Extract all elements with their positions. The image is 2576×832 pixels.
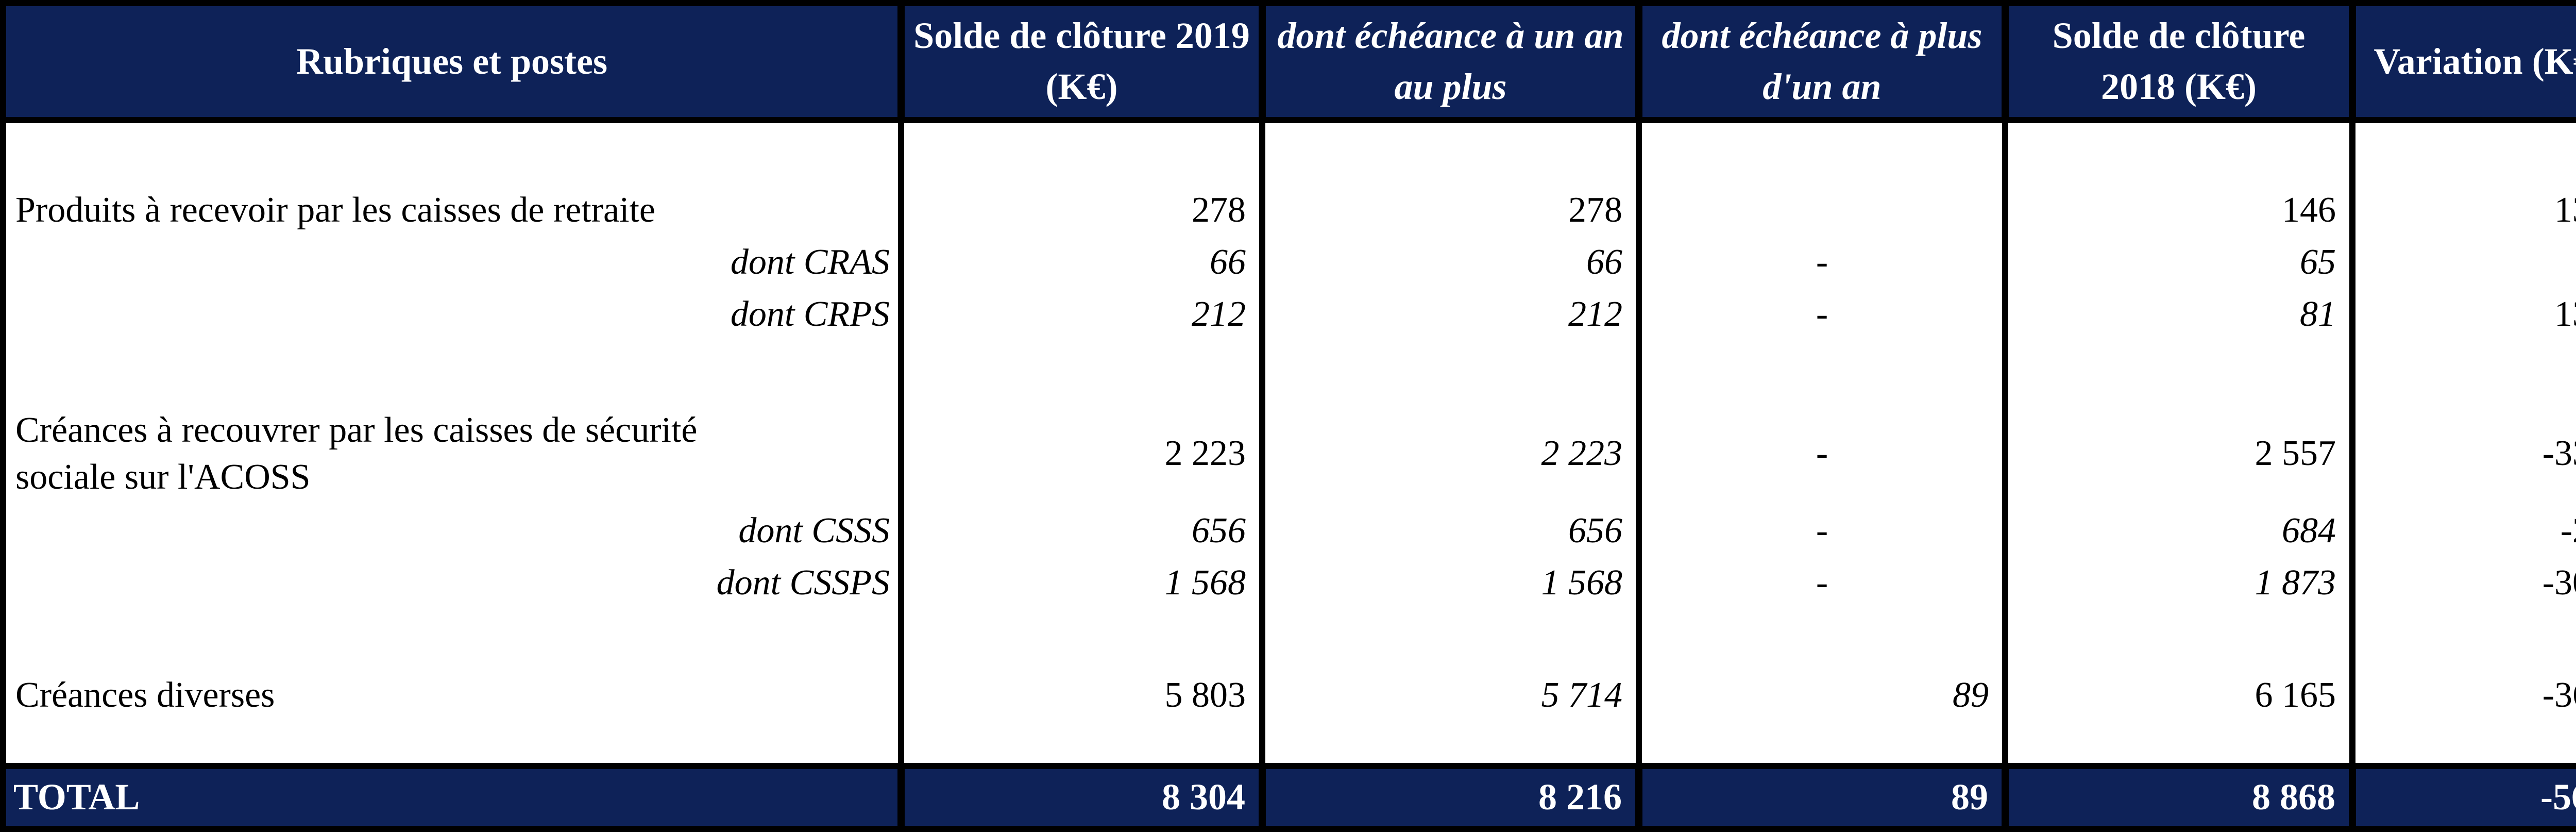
header-variation: Variation (K€): [2349, 3, 2576, 123]
cell-solde-2019: 5 803: [898, 668, 1262, 722]
row-produits-a-recevoir: Produits à recevoir par les caisses de r…: [3, 184, 2576, 236]
cell-label: Créances à recouvrer par les caisses de …: [15, 410, 698, 497]
cell-total-label: TOTAL: [3, 762, 901, 829]
cell-total-variation: -564: [2349, 762, 2576, 829]
cell-variation: -334: [2349, 402, 2576, 505]
cell-total-echeance-un-an: 8 216: [1259, 762, 1639, 829]
cell-solde-2019: 66: [898, 236, 1262, 289]
cell-variation: 132: [2349, 184, 2576, 236]
cell-label: Créances diverses: [15, 675, 275, 715]
cell-solde-2019: 656: [898, 505, 1262, 557]
row-dont-crps: dont CRPS 212 212 - 81 131: [3, 288, 2576, 340]
cell-variation: 1: [2349, 236, 2576, 289]
cell-echeance-un-an: 66: [1259, 236, 1639, 289]
spacer-row: [3, 120, 2576, 185]
cell-variation: 131: [2349, 288, 2576, 340]
row-dont-cras: dont CRAS 66 66 - 65 1: [3, 236, 2576, 289]
cell-echeance-plus-un-an: -: [1636, 236, 2005, 289]
cell-solde-2019: 1 568: [898, 556, 1262, 609]
row-total: TOTAL 8 304 8 216 89 8 868 -564: [3, 762, 2576, 829]
cell-solde-2019: 2 223: [898, 402, 1262, 505]
cell-echeance-un-an: 656: [1259, 505, 1639, 557]
cell-label: Produits à recevoir par les caisses de r…: [15, 190, 655, 230]
cell-variation: -305: [2349, 556, 2576, 609]
cell-echeance-un-an: 5 714: [1259, 668, 1639, 722]
cell-label: dont CRPS: [730, 294, 890, 335]
cell-solde-2018: 81: [2002, 288, 2352, 340]
cell-echeance-plus-un-an: [1636, 184, 2005, 236]
cell-total-solde-2018: 8 868: [2002, 762, 2352, 829]
cell-total-solde-2019: 8 304: [897, 762, 1262, 829]
spacer-row: [3, 609, 2576, 669]
cell-echeance-plus-un-an: -: [1636, 505, 2005, 557]
cell-label: dont CRAS: [730, 242, 890, 282]
row-dont-cssps: dont CSSPS 1 568 1 568 - 1 873 -305: [3, 556, 2576, 609]
header-rubriques: Rubriques et postes: [3, 3, 901, 123]
cell-echeance-un-an: 2 223: [1259, 402, 1639, 505]
row-creances-acoss: Créances à recouvrer par les caisses de …: [3, 402, 2576, 505]
header-row: Rubriques et postes Solde de clôture 201…: [3, 3, 2576, 123]
table-body: Produits à recevoir par les caisses de r…: [3, 120, 2576, 829]
cell-solde-2018: 65: [2002, 236, 2352, 289]
cell-echeance-plus-un-an: 89: [1636, 668, 2005, 722]
cell-solde-2019: 278: [898, 184, 1262, 236]
cell-echeance-plus-un-an: -: [1636, 288, 2005, 340]
header-solde-2019: Solde de clôture 2019 (K€): [897, 3, 1262, 123]
cell-label: dont CSSPS: [716, 563, 890, 603]
cell-solde-2018: 684: [2002, 505, 2352, 557]
spacer-row: [3, 722, 2576, 766]
header-echeance-un-an: dont échéance à un an au plus: [1259, 3, 1639, 123]
cell-variation: -362: [2349, 668, 2576, 722]
cell-solde-2019: 212: [898, 288, 1262, 340]
cell-echeance-un-an: 1 568: [1259, 556, 1639, 609]
cell-echeance-un-an: 278: [1259, 184, 1639, 236]
header-solde-2018: Solde de clôture 2018 (K€): [2002, 3, 2352, 123]
cell-echeance-un-an: 212: [1259, 288, 1639, 340]
cell-echeance-plus-un-an: -: [1636, 402, 2005, 505]
header-echeance-plus-un-an: dont échéance à plus d'un an: [1635, 3, 2005, 123]
cell-echeance-plus-un-an: -: [1636, 556, 2005, 609]
cell-variation: -29: [2349, 505, 2576, 557]
spacer-row: [3, 340, 2576, 402]
row-dont-csss: dont CSSS 656 656 - 684 -29: [3, 505, 2576, 557]
cell-solde-2018: 146: [2002, 184, 2352, 236]
cell-solde-2018: 1 873: [2002, 556, 2352, 609]
cell-solde-2018: 2 557: [2002, 402, 2352, 505]
cell-label: dont CSSS: [738, 511, 890, 551]
cell-total-echeance-plus-un-an: 89: [1635, 762, 2005, 829]
row-creances-diverses: Créances diverses 5 803 5 714 89 6 165 -…: [3, 668, 2576, 722]
cell-solde-2018: 6 165: [2002, 668, 2352, 722]
table-header: Rubriques et postes Solde de clôture 201…: [3, 3, 2576, 123]
